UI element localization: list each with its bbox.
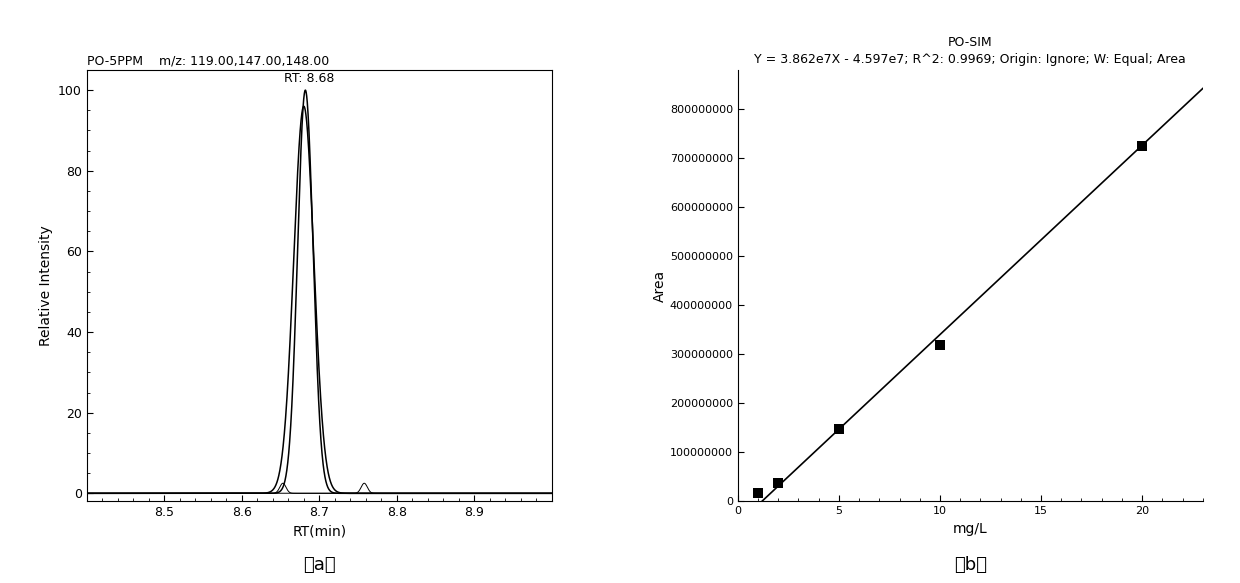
Text: RT: 8.68: RT: 8.68 <box>284 72 335 85</box>
Text: （a）: （a） <box>303 556 336 574</box>
Point <box>830 424 849 434</box>
Point <box>748 488 768 497</box>
Text: （b）: （b） <box>954 556 987 574</box>
Point <box>930 340 950 349</box>
Y-axis label: Relative Intensity: Relative Intensity <box>38 225 52 346</box>
X-axis label: RT(min): RT(min) <box>293 525 346 539</box>
Title: PO-SIM
Y = 3.862e7X - 4.597e7; R^2: 0.9969; Origin: Ignore; W: Equal; Area: PO-SIM Y = 3.862e7X - 4.597e7; R^2: 0.99… <box>754 36 1187 66</box>
Point <box>769 478 789 487</box>
X-axis label: mg/L: mg/L <box>952 522 988 536</box>
Point <box>1132 141 1152 150</box>
Text: PO-5PPM    m/z: 119.00,147.00,148.00: PO-5PPM m/z: 119.00,147.00,148.00 <box>87 54 329 68</box>
Y-axis label: Area: Area <box>653 269 667 302</box>
